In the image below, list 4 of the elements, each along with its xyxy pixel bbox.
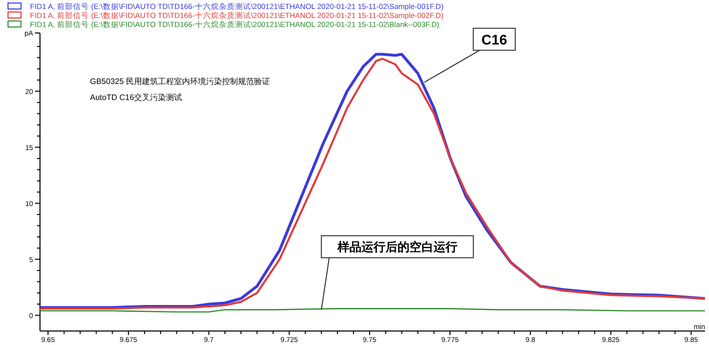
annotation: 样品运行后的空白运行: [336, 240, 458, 254]
annotation: GB50325 民用建筑工程室内环境污染控制规范验证: [90, 77, 270, 86]
annotation: C16: [481, 31, 508, 48]
annotation: AutoTD C16交叉污染测试: [90, 93, 182, 102]
